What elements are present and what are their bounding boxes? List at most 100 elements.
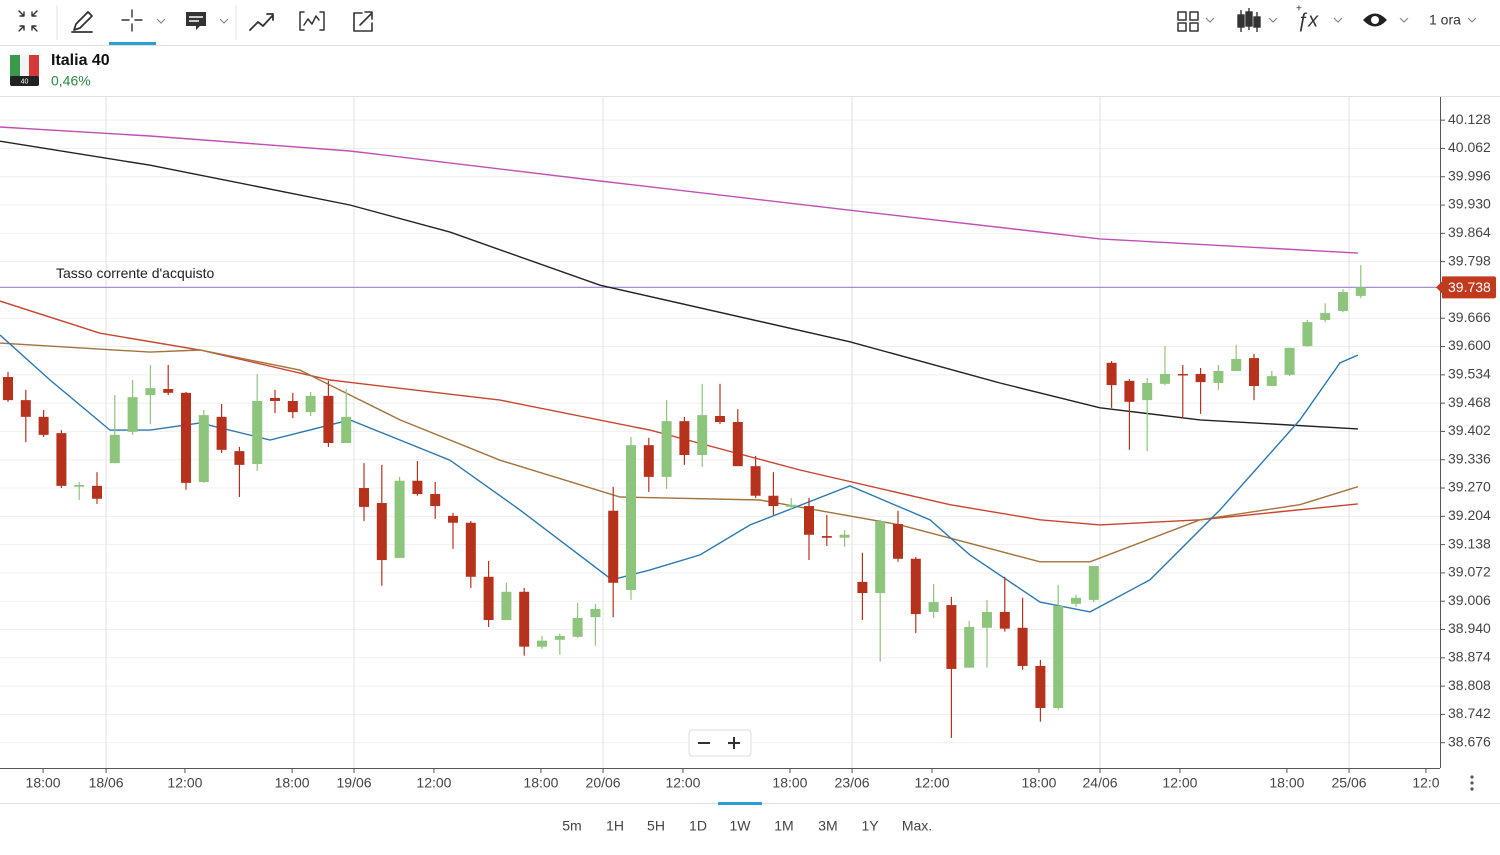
candle-body bbox=[679, 421, 690, 456]
y-tick-label: 39.072 bbox=[1448, 564, 1491, 580]
chevron[interactable] bbox=[1467, 17, 1477, 23]
chevron[interactable] bbox=[156, 18, 166, 24]
candle-body bbox=[590, 608, 601, 618]
x-tick-label: 18:00 bbox=[1269, 775, 1304, 791]
chevron[interactable] bbox=[1399, 17, 1409, 23]
candle-body bbox=[1231, 358, 1242, 371]
moving-average-line bbox=[0, 140, 1358, 430]
x-tick-label: 19/06 bbox=[337, 775, 372, 791]
candle-body bbox=[270, 397, 281, 401]
y-tick-label: 39.798 bbox=[1448, 252, 1491, 268]
y-tick-label: 38.874 bbox=[1448, 649, 1491, 665]
moving-average-line bbox=[0, 342, 1359, 563]
moving-average-line bbox=[0, 300, 1358, 526]
candle-body bbox=[38, 416, 49, 435]
candle-body bbox=[74, 485, 85, 487]
visibility-button[interactable] bbox=[1363, 13, 1387, 27]
chevron[interactable] bbox=[1268, 17, 1278, 23]
candle-body bbox=[572, 617, 583, 637]
candle-body bbox=[892, 524, 903, 559]
candle-body bbox=[412, 480, 423, 495]
popout-button[interactable] bbox=[353, 11, 373, 32]
candle-body bbox=[127, 397, 138, 432]
candle-body bbox=[910, 558, 921, 615]
candle-body bbox=[750, 466, 761, 496]
trend-button[interactable] bbox=[249, 13, 274, 31]
y-tick-label: 39.468 bbox=[1448, 394, 1491, 410]
candle-body bbox=[216, 416, 227, 450]
candle-body bbox=[1088, 566, 1099, 600]
candle-body bbox=[287, 400, 298, 413]
candle-body bbox=[1213, 370, 1224, 383]
candle-body bbox=[519, 591, 530, 647]
layout-button[interactable] bbox=[1177, 11, 1199, 32]
candle-body bbox=[323, 395, 334, 444]
x-tick-label: 18:00 bbox=[1021, 775, 1056, 791]
price-badge-label: 39.738 bbox=[1448, 279, 1491, 295]
instrument-header: 40 Italia 40 0,46% bbox=[10, 52, 110, 89]
candle-body bbox=[697, 415, 708, 456]
candle-body bbox=[109, 434, 120, 464]
y-tick-label: 39.996 bbox=[1448, 167, 1491, 183]
y-tick-label: 38.808 bbox=[1448, 677, 1491, 693]
range-button[interactable]: 1H bbox=[606, 818, 624, 834]
crosshair-button[interactable] bbox=[121, 9, 143, 32]
indicator-button[interactable] bbox=[299, 11, 325, 31]
candle-body bbox=[1266, 376, 1277, 386]
x-tick-label: 25/06 bbox=[1332, 775, 1367, 791]
y-tick-label: 38.742 bbox=[1448, 705, 1491, 721]
price-badge bbox=[1436, 276, 1496, 299]
candle-body bbox=[394, 480, 405, 558]
candle-body bbox=[1337, 292, 1348, 311]
x-tick-label: 18:00 bbox=[523, 775, 558, 791]
zoom-controls bbox=[688, 729, 752, 757]
range-button[interactable]: 1Y bbox=[861, 818, 879, 834]
x-tick-label: 12:00 bbox=[416, 775, 451, 791]
candle-body bbox=[732, 421, 743, 467]
svg-text:+: + bbox=[1296, 4, 1302, 15]
more-menu[interactable] bbox=[1470, 775, 1474, 791]
zoom-box bbox=[688, 729, 752, 757]
range-button[interactable]: 1M bbox=[774, 818, 793, 834]
candle-body bbox=[448, 515, 459, 523]
functions-button[interactable]: ƒx+ bbox=[1296, 4, 1319, 32]
x-tick-label: 12:0 bbox=[1412, 775, 1439, 791]
range-bar: 5m 1H 5H 1D 1W 1M 3M 1Y Max. bbox=[562, 802, 932, 834]
interval-selector[interactable]: 1 ora bbox=[1429, 12, 1461, 28]
range-button[interactable]: 3M bbox=[818, 818, 837, 834]
candle-body bbox=[537, 640, 548, 647]
candle-body bbox=[1053, 605, 1064, 708]
range-button[interactable]: Max. bbox=[902, 818, 932, 834]
y-tick-label: 39.270 bbox=[1448, 479, 1491, 495]
x-tick-label: 12:00 bbox=[665, 775, 700, 791]
candle-body bbox=[946, 605, 957, 669]
note-button[interactable] bbox=[186, 12, 206, 30]
range-button[interactable]: 5H bbox=[647, 818, 665, 834]
candle-body bbox=[1195, 373, 1206, 383]
chevron[interactable] bbox=[219, 18, 229, 24]
draw-button[interactable] bbox=[71, 11, 93, 33]
chevron[interactable] bbox=[1205, 17, 1215, 23]
chart-type-button[interactable] bbox=[1237, 8, 1261, 32]
y-tick-label: 40.128 bbox=[1448, 111, 1491, 127]
y-tick-label: 39.006 bbox=[1448, 592, 1491, 608]
range-button[interactable]: 1D bbox=[689, 818, 707, 834]
candle-body bbox=[20, 400, 31, 417]
range-button[interactable]: 5m bbox=[562, 818, 581, 834]
plot-area: Tasso corrente d'acquisto bbox=[0, 97, 1440, 768]
chevron[interactable] bbox=[1333, 17, 1343, 23]
range-selected-underline bbox=[718, 802, 762, 805]
candle-body bbox=[145, 388, 156, 395]
flag-badge: 40 bbox=[21, 78, 29, 85]
candle-body bbox=[803, 506, 814, 535]
zoom-in[interactable] bbox=[728, 737, 740, 749]
candle-body bbox=[1177, 373, 1188, 376]
collapse-button[interactable] bbox=[18, 10, 38, 32]
candle-body bbox=[181, 392, 192, 483]
x-tick-label: 18:00 bbox=[772, 775, 807, 791]
y-tick-label: 39.402 bbox=[1448, 422, 1491, 438]
candle-body bbox=[964, 626, 975, 668]
range-button[interactable]: 1W bbox=[730, 818, 752, 834]
y-tick-label: 39.336 bbox=[1448, 450, 1491, 466]
